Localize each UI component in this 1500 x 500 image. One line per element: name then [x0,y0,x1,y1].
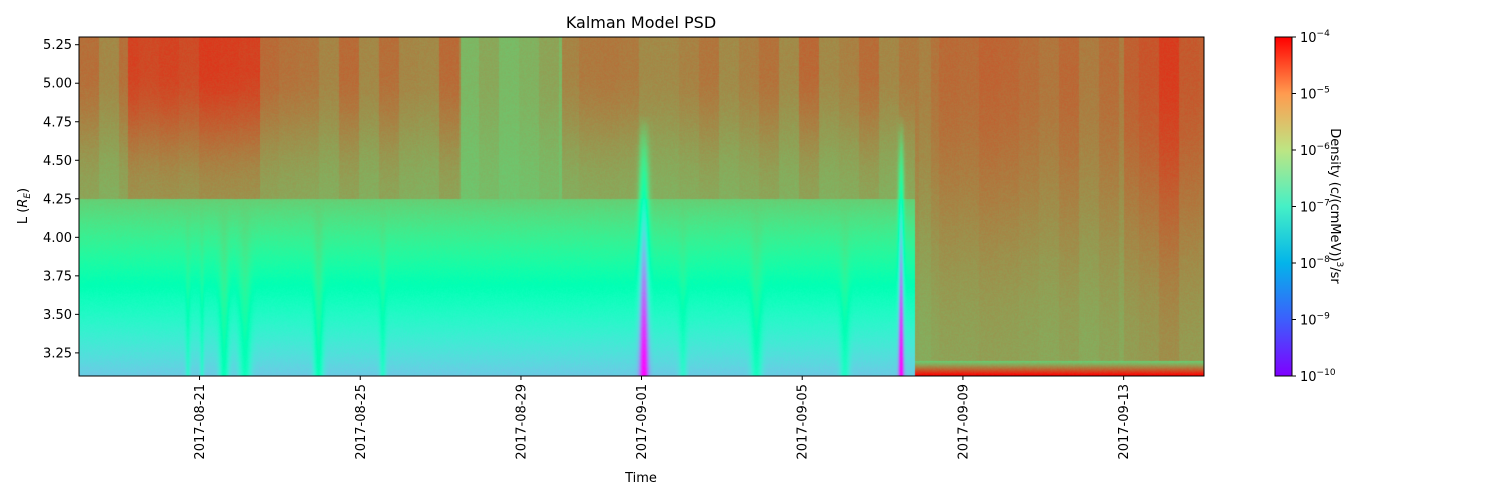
x-tick-label: 2017-08-25 [354,384,369,460]
x-tick-label: 2017-09-01 [635,384,650,460]
colorbar-tick-label: 10−4 [1300,29,1330,46]
y-tick-label: 4.50 [43,154,72,169]
y-tick-label: 3.75 [43,269,72,284]
y-axis: 3.25 3.50 3.75 4.00 4.25 4.50 4.75 5.00 5.25 [43,38,79,361]
x-axis-label: Time [624,471,657,486]
colorbar-tick-label: 10−7 [1300,199,1330,216]
y-tick-label: 4.25 [43,192,72,207]
x-axis: 2017-08-21 2017-08-25 2017-08-29 2017-09-01… [193,376,1132,460]
y-axis-label: L (RE) [16,188,33,224]
y-tick-label: 5.00 [43,77,72,92]
heatmap-image [79,37,1204,376]
y-tick-label: 3.50 [43,308,72,323]
y-tick-label: 4.00 [43,231,72,246]
x-tick-label: 2017-09-13 [1117,384,1132,460]
colorbar-tick-label: 10−9 [1300,312,1330,329]
y-tick-label: 5.25 [43,38,72,53]
x-tick-label: 2017-08-21 [193,384,208,460]
colorbar-tick-label: 10−5 [1300,86,1330,103]
y-tick-label: 3.25 [43,346,72,361]
colorbar [1274,36,1293,377]
chart-title: Kalman Model PSD [566,13,716,32]
x-tick-label: 2017-09-09 [956,384,971,460]
colorbar-label: Density (c/(cmMeV))3/sr [1327,128,1344,284]
colorbar-tick-label: 10−8 [1300,255,1330,272]
heatmap [79,37,1204,376]
y-tick-label: 4.75 [43,115,72,130]
colorbar-ticks: 10−4 10−5 10−6 10−7 10−8 10−9 10−10 [1292,29,1336,385]
x-tick-label: 2017-09-05 [796,384,811,460]
x-tick-label: 2017-08-29 [514,384,529,460]
colorbar-tick-label: 10−10 [1300,368,1336,385]
colorbar-tick-label: 10−6 [1300,142,1330,159]
